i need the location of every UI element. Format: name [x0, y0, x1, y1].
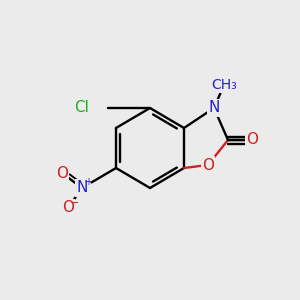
Text: Cl: Cl — [75, 100, 89, 116]
Text: O: O — [56, 166, 68, 181]
Text: N: N — [208, 100, 220, 116]
Text: CH₃: CH₃ — [211, 78, 237, 92]
Text: O: O — [62, 200, 74, 215]
Text: O: O — [246, 133, 258, 148]
Text: +: + — [84, 177, 92, 187]
Text: O: O — [202, 158, 214, 172]
Text: −: − — [70, 198, 80, 208]
Text: N: N — [76, 181, 88, 196]
